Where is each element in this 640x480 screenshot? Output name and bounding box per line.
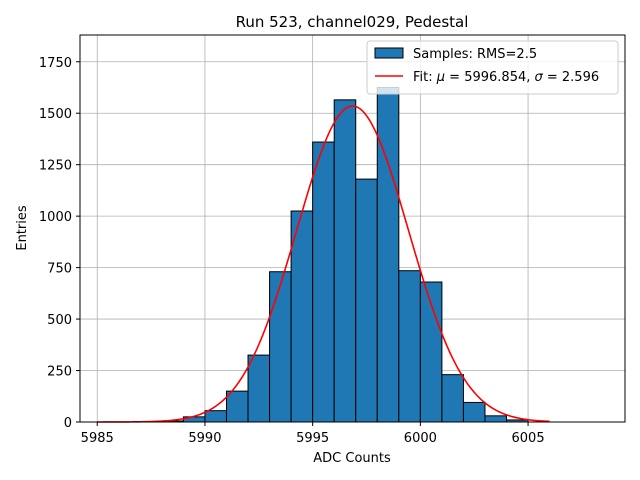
- legend-box: [366, 40, 619, 95]
- histogram-bar: [376, 86, 400, 423]
- y-tick-label: 0: [64, 416, 72, 431]
- histogram-bar: [355, 178, 378, 423]
- histogram-bar: [247, 354, 271, 423]
- histogram-bar: [462, 401, 486, 423]
- y-tick-label: 1500: [39, 107, 72, 122]
- histogram-bar: [225, 390, 249, 423]
- x-tick-label: 5995: [296, 431, 329, 446]
- x-axis-ticks: 5985 5990 5995 6000 6005: [81, 422, 545, 446]
- gaussian-fit-curve: [97, 105, 550, 423]
- fit-curve-layer: [97, 105, 550, 423]
- y-tick-label: 1250: [39, 159, 72, 174]
- y-tick-label: 250: [47, 365, 72, 380]
- histogram-bar: [269, 271, 292, 423]
- histogram-bar: [484, 415, 508, 423]
- chart-title: Run 523, channel029, Pedestal: [236, 13, 469, 31]
- histogram-bar: [441, 374, 464, 423]
- legend-samples-swatch: [374, 47, 404, 59]
- histogram-bar: [290, 210, 314, 423]
- histogram-bar: [398, 270, 421, 423]
- x-tick-label: 5990: [188, 431, 221, 446]
- x-axis-label: ADC Counts: [313, 451, 391, 466]
- x-tick-label: 5985: [81, 431, 114, 446]
- histogram-bars: [161, 86, 529, 423]
- y-tick-label: 1000: [39, 210, 72, 225]
- histogram-bar: [312, 141, 335, 423]
- legend-samples-label: Samples: RMS=2.5: [413, 47, 537, 62]
- y-tick-label: 1750: [39, 56, 72, 71]
- histogram-bar: [333, 99, 357, 423]
- y-tick-label: 500: [47, 313, 72, 328]
- x-tick-label: 6005: [512, 431, 545, 446]
- legend-fit-label: Fit: μ = 5996.854, σ = 2.596: [413, 70, 599, 85]
- x-tick-label: 6000: [404, 431, 437, 446]
- y-axis-ticks: 0 250 500 750 1000 1250 1500 1750: [39, 56, 80, 431]
- plot-area-frame: [79, 34, 626, 423]
- histogram-bar: [204, 410, 227, 423]
- legend: Samples: RMS=2.5 Fit: μ = 5996.854, σ = …: [366, 40, 619, 95]
- y-axis-label: Entries: [15, 205, 30, 251]
- y-tick-label: 750: [47, 262, 72, 277]
